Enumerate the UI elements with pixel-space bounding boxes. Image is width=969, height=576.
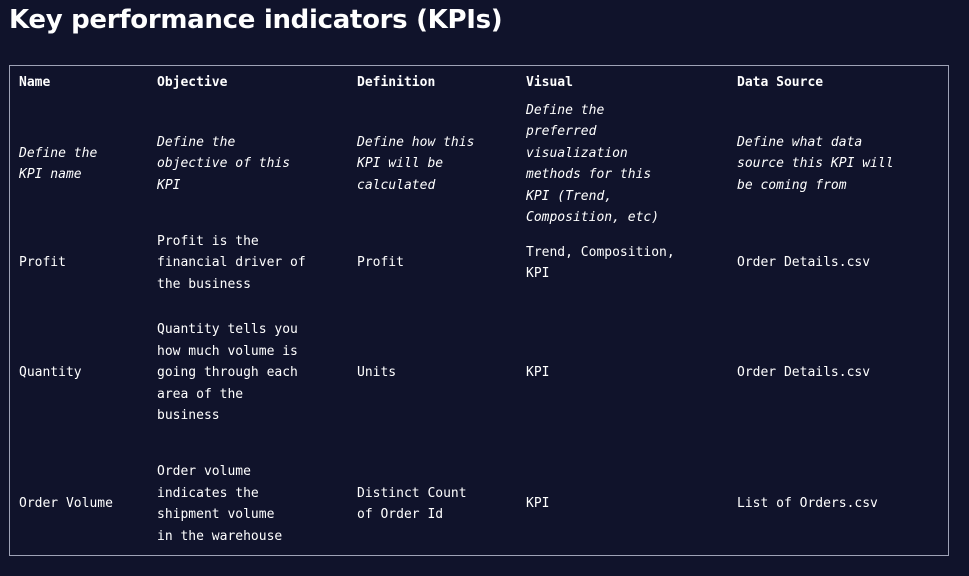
table-row: Profit Profit is the financial driver of… [10,230,948,296]
row-objective-cell: Profit is the financial driver of the bu… [157,233,306,292]
row-data-source-cell: Order Details.csv [737,255,871,271]
row-definition-cell: Units [357,365,397,381]
row-visual-cell: KPI [526,496,550,512]
row-visual-cell: Define the preferred visualization metho… [526,102,660,226]
header-visual: Visual [526,75,573,91]
table-header-row: Name Objective Definition Visual Data So… [10,68,948,98]
row-name-cell: Order Volume [19,496,113,512]
row-name-cell: Define the KPI name [19,145,98,183]
table-row: Order Volume Order volume indicates the … [10,460,948,548]
header-objective: Objective [157,75,228,91]
row-objective-cell: Order volume indicates the shipment volu… [157,464,283,544]
row-name-cell: Quantity [19,365,82,381]
row-objective-cell: Define the objective of this KPI [157,134,291,193]
row-definition-cell: Define how this KPI will be calculated [357,134,475,193]
row-definition-cell: Profit [357,255,404,271]
kpi-table: Name Objective Definition Visual Data So… [9,65,949,556]
row-visual-cell: Trend, Composition, KPI [526,244,675,282]
row-name-cell: Profit [19,255,66,271]
header-name: Name [19,75,51,91]
row-definition-cell: Distinct Count of Order Id [357,485,467,523]
header-definition: Definition [357,75,436,91]
row-data-source-cell: Define what data source this KPI will be… [737,134,894,193]
row-data-source-cell: Order Details.csv [737,365,871,381]
row-visual-cell: KPI [526,365,550,381]
row-data-source-cell: List of Orders.csv [737,496,878,512]
header-data-source: Data Source [737,75,824,91]
row-objective-cell: Quantity tells you how much volume is go… [157,322,298,424]
page-title: Key performance indicators (KPIs) [9,5,503,35]
table-row: Quantity Quantity tells you how much vol… [10,296,948,450]
table-row: Define the KPI name Define the objective… [10,98,948,230]
